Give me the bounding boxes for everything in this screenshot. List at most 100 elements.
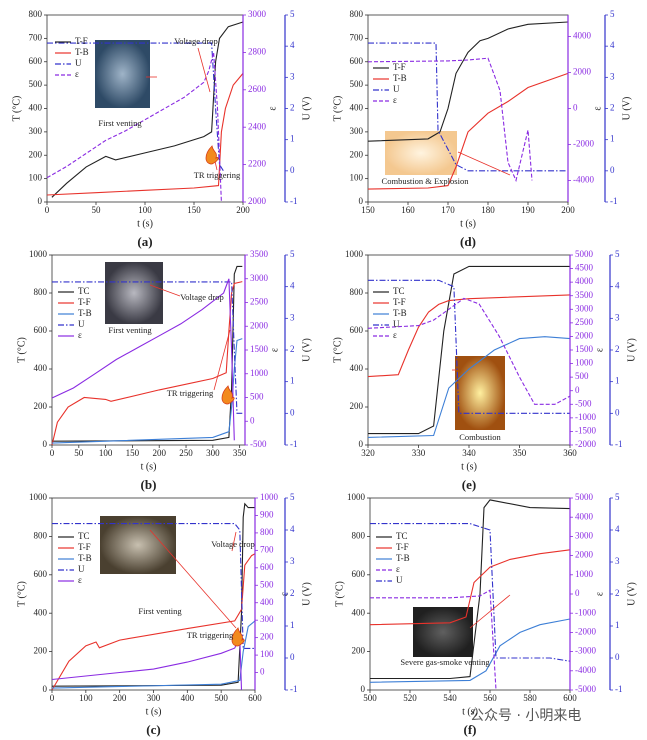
- y2-tick-label: 500: [260, 579, 274, 589]
- series-line: [367, 297, 571, 405]
- annotation: Voltage drop: [174, 36, 218, 46]
- y-tick-label: 100: [350, 173, 364, 183]
- series-line: [51, 502, 255, 687]
- legend-label: T-B: [393, 73, 407, 83]
- legend-label: T-B: [78, 553, 92, 563]
- watermark: 公众号 · 小明来电: [470, 708, 581, 724]
- y-tick-label: 400: [352, 607, 366, 617]
- series-line: [51, 21, 244, 198]
- legend-label: U: [393, 84, 400, 94]
- y-tick-label: 700: [29, 32, 43, 42]
- series-line: [52, 281, 243, 414]
- arrow: [457, 151, 511, 176]
- y-tick-label: 600: [350, 325, 364, 335]
- y-tick-label: 400: [34, 363, 48, 373]
- x-tick-label: 200: [236, 205, 250, 215]
- annotation: Voltage drop: [211, 539, 255, 549]
- legend-label: T-F: [393, 62, 406, 72]
- series-line: [368, 279, 570, 414]
- x-tick-label: 600: [563, 693, 577, 703]
- annotation: Combustion & Explosion: [382, 176, 470, 186]
- y3-tick-label: 3: [610, 71, 615, 81]
- y3-tick-label: 1: [290, 134, 295, 144]
- y2-tick-label: -1000: [575, 607, 596, 617]
- photo: [95, 40, 150, 108]
- y-tick-label: 0: [361, 684, 366, 694]
- x-tick-label: 50: [92, 205, 102, 215]
- y2-tick-label: 2500: [250, 297, 269, 307]
- y2-tick-label: 500: [250, 392, 264, 402]
- y3-tick-label: 0: [615, 652, 620, 662]
- flame-icon: [231, 627, 245, 647]
- x-tick-label: 190: [521, 205, 535, 215]
- x-tick-label: 350: [233, 448, 247, 458]
- legend-label: U: [396, 575, 403, 585]
- arrow: [149, 284, 181, 297]
- y3-tick-label: 5: [615, 249, 620, 259]
- y2-tick-label: 1500: [575, 344, 594, 354]
- series-line: [51, 265, 243, 442]
- y3-tick-label: 5: [615, 492, 620, 502]
- y3-tick-label: 1: [290, 376, 295, 386]
- legend-label: ε: [78, 330, 82, 340]
- y-tick-label: 200: [34, 401, 48, 411]
- x-tick-label: 520: [403, 693, 417, 703]
- y2-axis-label: ε: [269, 348, 280, 352]
- arrow: [231, 531, 237, 552]
- x-tick-label: 0: [50, 693, 55, 703]
- y2-tick-label: -1000: [575, 412, 596, 422]
- arrow: [197, 47, 211, 93]
- arrow: [149, 529, 237, 629]
- y-axis-label: T (°C): [332, 96, 343, 122]
- y3-tick-label: 2: [615, 344, 620, 354]
- x-tick-label: 600: [248, 693, 262, 703]
- y2-tick-label: -2000: [573, 139, 594, 149]
- x-tick-label: 400: [181, 693, 195, 703]
- y2-tick-label: 2600: [248, 84, 267, 94]
- legend-label: ε: [75, 69, 79, 79]
- y-tick-label: 700: [350, 32, 364, 42]
- y2-axis-label: ε: [594, 348, 605, 352]
- y3-tick-label: -1: [290, 439, 298, 449]
- y3-axis-label: U (V): [301, 97, 312, 121]
- legend-label: T-F: [78, 542, 91, 552]
- y3-tick-label: 4: [615, 524, 620, 534]
- y3-tick-label: -1: [290, 684, 298, 694]
- y3-tick-label: 4: [615, 281, 620, 291]
- y-tick-label: 1000: [29, 249, 48, 259]
- y2-tick-label: -1500: [575, 425, 596, 435]
- annotation: TR triggering: [167, 388, 214, 398]
- y2-tick-label: 2000: [250, 320, 269, 330]
- y2-tick-label: 600: [260, 562, 274, 572]
- y-tick-label: 600: [352, 569, 366, 579]
- y3-tick-label: 0: [290, 652, 295, 662]
- x-tick-label: 150: [126, 448, 140, 458]
- annotation: First venting: [108, 325, 152, 335]
- series-line: [367, 72, 569, 190]
- legend-label: T-B: [396, 553, 410, 563]
- series-line: [367, 336, 571, 438]
- y2-tick-label: 0: [573, 103, 578, 113]
- legend-label: TC: [78, 531, 90, 541]
- y-tick-label: 400: [29, 103, 43, 113]
- x-tick-label: 330: [412, 448, 426, 458]
- y-axis-label: T (°C): [16, 581, 27, 607]
- legend-label: T-F: [75, 36, 88, 46]
- x-tick-label: 250: [179, 448, 193, 458]
- y-tick-label: 800: [34, 287, 48, 297]
- y2-tick-label: 5000: [575, 492, 594, 502]
- y2-tick-label: 400: [260, 597, 274, 607]
- y2-tick-label: 500: [575, 371, 589, 381]
- y-axis-label: T (°C): [16, 337, 27, 363]
- y3-axis-label: U (V): [301, 338, 312, 362]
- y-tick-label: 600: [34, 569, 48, 579]
- y-tick-label: 0: [43, 439, 48, 449]
- x-axis-label: t (s): [460, 218, 476, 229]
- x-tick-label: 350: [513, 448, 527, 458]
- y2-axis-label: ε: [592, 106, 603, 110]
- arrow: [213, 329, 231, 391]
- legend-label: ε: [393, 95, 397, 105]
- y-tick-label: 200: [352, 646, 366, 656]
- y3-tick-label: 5: [290, 9, 295, 19]
